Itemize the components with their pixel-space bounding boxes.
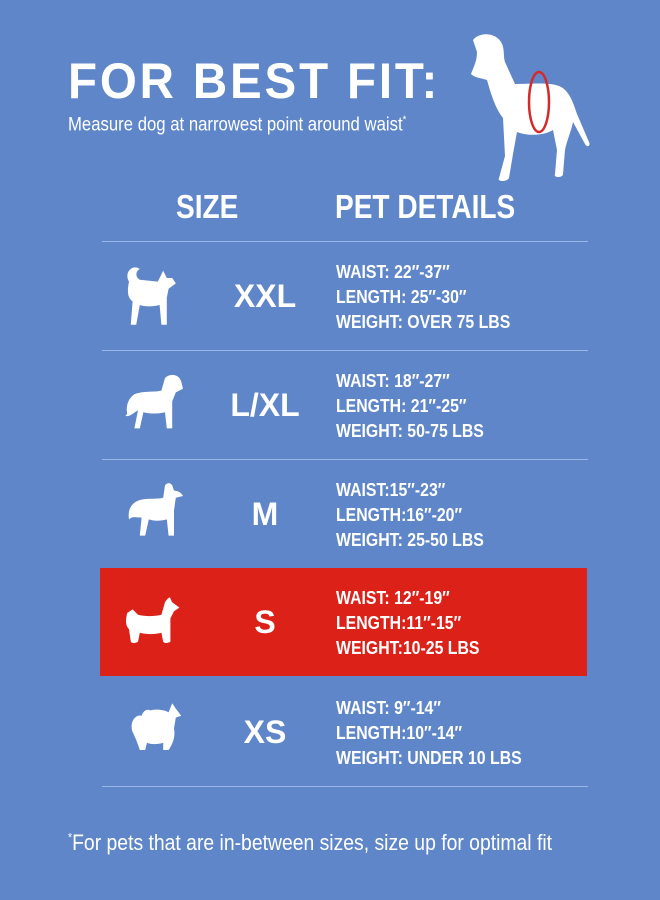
size-label: M: [251, 496, 279, 532]
pet-details: WAIST: 22″-37″ LENGTH: 25″-30″ WEIGHT: O…: [336, 260, 510, 335]
pet-details: WAIST: 18″-27″ LENGTH: 21″-25″ WEIGHT: 5…: [336, 369, 484, 444]
dog-waist-measure-icon: [471, 34, 590, 181]
retriever-icon: [125, 374, 183, 429]
asterisk: *: [402, 114, 407, 126]
divider: [102, 786, 588, 787]
asterisk: *: [68, 830, 73, 845]
waist-measure: WAIST: 9″-14″: [336, 698, 441, 718]
weight-range: WEIGHT: UNDER 10 LBS: [336, 748, 522, 768]
length-measure: LENGTH:11″-15″: [336, 613, 462, 633]
waist-measure: WAIST: 22″-37″: [336, 262, 450, 282]
page-title: FOR BEST FIT:: [68, 53, 441, 109]
terrier-icon: [126, 597, 180, 644]
size-row-xs: XS WAIST: 9″-14″ LENGTH:10″-14″ WEIGHT: …: [100, 678, 587, 786]
length-measure: LENGTH: 25″-30″: [336, 287, 467, 307]
weight-range: WEIGHT: OVER 75 LBS: [336, 312, 511, 332]
size-row-s: S WAIST: 12″-19″ LENGTH:11″-15″ WEIGHT:1…: [100, 568, 587, 676]
size-label: S: [254, 604, 276, 640]
footnote-text: For pets that are in-between sizes, size…: [72, 830, 553, 855]
husky-icon: [127, 267, 176, 325]
collie-icon: [128, 483, 183, 536]
size-row-l-xl: L/XL WAIST: 18″-27″ LENGTH: 21″-25″ WEIG…: [100, 351, 587, 459]
pet-details: WAIST:15″-23″ LENGTH:16″-20″ WEIGHT: 25-…: [336, 478, 484, 553]
length-measure: LENGTH:16″-20″: [336, 505, 463, 525]
pet-details: WAIST: 12″-19″ LENGTH:11″-15″ WEIGHT:10-…: [336, 586, 479, 661]
waist-measure: WAIST: 12″-19″: [336, 588, 450, 608]
details-column-header: PET DETAILS: [335, 188, 516, 225]
pomeranian-icon: [131, 703, 182, 750]
weight-range: WEIGHT: 25-50 LBS: [336, 530, 484, 550]
pet-details: WAIST: 9″-14″ LENGTH:10″-14″ WEIGHT: UND…: [336, 696, 522, 771]
size-label: XXL: [233, 278, 297, 314]
length-measure: LENGTH:10″-14″: [336, 723, 463, 743]
size-column-header: SIZE: [176, 188, 239, 225]
divider: [102, 459, 588, 460]
waist-measure: WAIST:15″-23″: [336, 480, 446, 500]
size-row-m: M WAIST:15″-23″ LENGTH:16″-20″ WEIGHT: 2…: [100, 460, 587, 568]
size-label: XS: [243, 714, 287, 750]
length-measure: LENGTH: 21″-25″: [336, 396, 467, 416]
divider: [102, 241, 588, 242]
footnote: *For pets that are in-between sizes, siz…: [68, 830, 552, 856]
waist-measure: WAIST: 18″-27″: [336, 371, 450, 391]
weight-range: WEIGHT:10-25 LBS: [336, 638, 480, 658]
subtitle-text: Measure dog at narrowest point around wa…: [68, 114, 403, 136]
divider: [102, 350, 588, 351]
subtitle: Measure dog at narrowest point around wa…: [68, 114, 406, 136]
size-label: L/XL: [230, 387, 300, 423]
size-row-xxl: XXL WAIST: 22″-37″ LENGTH: 25″-30″ WEIGH…: [100, 242, 587, 350]
weight-range: WEIGHT: 50-75 LBS: [336, 421, 484, 441]
